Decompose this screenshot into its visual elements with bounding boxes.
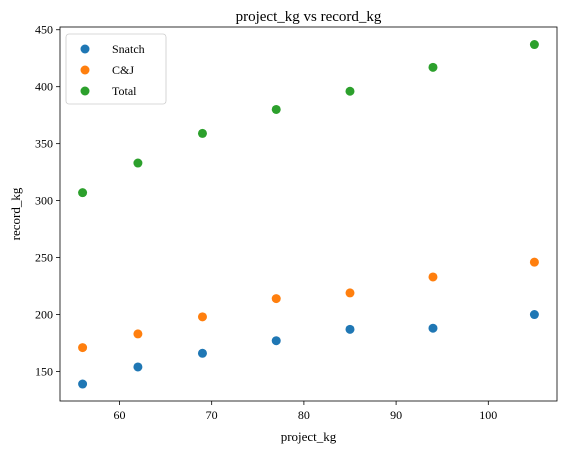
x-tick-label: 60 (113, 408, 125, 422)
data-point (197, 348, 207, 358)
data-point (428, 323, 438, 333)
x-axis-label: project_kg (281, 429, 337, 444)
legend-marker (80, 44, 90, 54)
y-tick-label: 350 (35, 137, 53, 151)
x-tick-label: 100 (479, 408, 497, 422)
y-axis: 150 200 250 300 350 400 450 (35, 23, 60, 378)
chart-title: project_kg vs record_kg (236, 9, 382, 25)
data-point (428, 272, 438, 282)
data-point (271, 336, 281, 346)
legend-box (65, 33, 167, 105)
data-point (197, 128, 207, 138)
data-point (271, 294, 281, 304)
data-point (271, 104, 281, 114)
series-snatch (78, 310, 539, 389)
y-axis-label: record_kg (8, 187, 23, 240)
legend-marker (80, 86, 90, 96)
x-tick-label: 90 (390, 408, 402, 422)
data-point (78, 379, 88, 389)
data-point (428, 62, 438, 72)
data-point (78, 188, 88, 198)
data-point (529, 40, 539, 50)
y-tick-label: 200 (35, 308, 53, 322)
y-tick-label: 400 (35, 80, 53, 94)
y-tick-label: 150 (35, 364, 53, 378)
plot-frame (59, 26, 558, 402)
data-point (345, 324, 355, 334)
x-axis: 60 70 80 90 100 (113, 401, 497, 422)
legend-marker (80, 65, 90, 75)
legend-label: Total (112, 84, 137, 98)
data-point (133, 362, 143, 372)
data-point (78, 343, 88, 353)
legend-label: Snatch (112, 42, 145, 56)
data-point (529, 257, 539, 267)
data-point (345, 288, 355, 298)
data-point (529, 310, 539, 320)
x-tick-label: 80 (298, 408, 310, 422)
data-point (197, 312, 207, 322)
legend: Snatch C&J Total (65, 33, 167, 105)
series-total (78, 40, 539, 198)
x-tick-label: 70 (206, 408, 218, 422)
y-tick-label: 300 (35, 194, 53, 208)
data-point (133, 158, 143, 168)
data-point (133, 329, 143, 339)
series-c-j (78, 257, 539, 353)
plot-area (59, 26, 558, 402)
data-point (345, 86, 355, 96)
legend-label: C&J (112, 63, 134, 77)
y-tick-label: 450 (35, 23, 53, 37)
y-tick-label: 250 (35, 251, 53, 265)
